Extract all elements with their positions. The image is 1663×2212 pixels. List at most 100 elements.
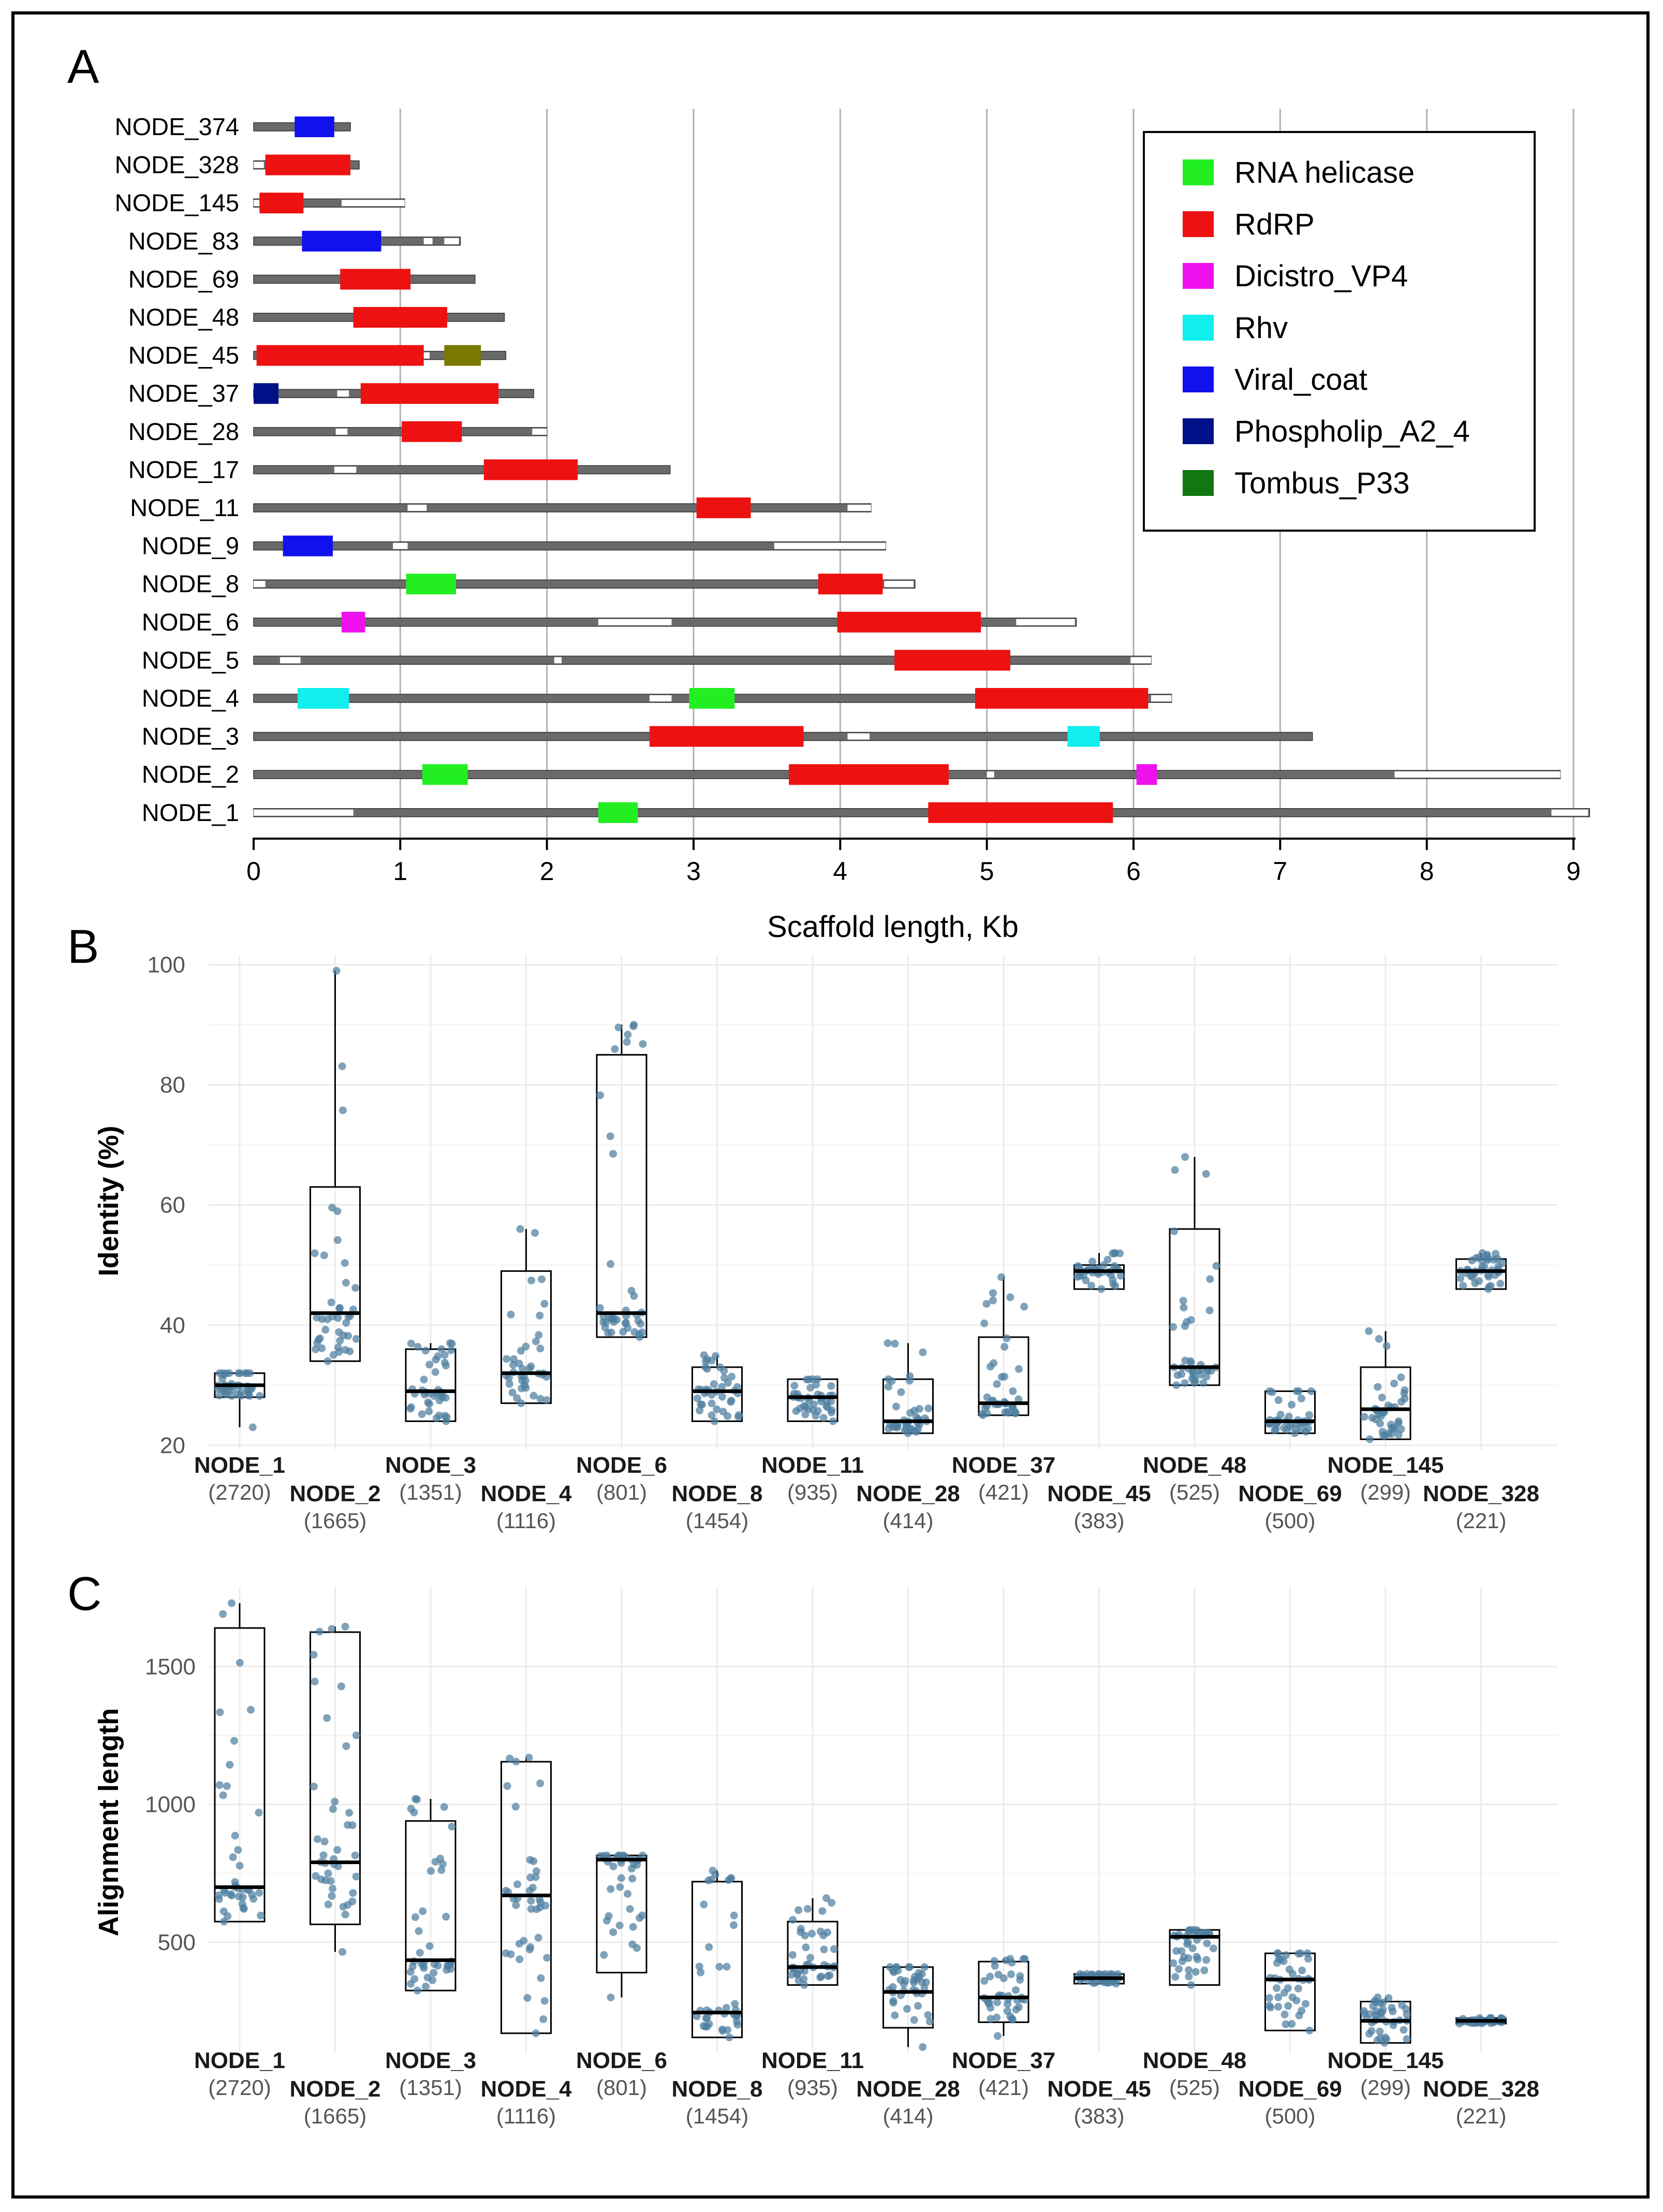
data-point: [419, 1907, 427, 1915]
scaffold-label: NODE_4: [142, 684, 239, 712]
data-point: [1496, 1280, 1505, 1288]
data-point: [695, 1962, 703, 1971]
scaffold-label: NODE_28: [128, 418, 239, 445]
category-count: (421): [978, 2075, 1029, 2100]
scaffold-bar: [253, 427, 548, 436]
data-point: [1171, 1166, 1179, 1174]
data-point: [1014, 1395, 1023, 1403]
data-point: [982, 1300, 991, 1308]
data-point: [229, 1853, 237, 1862]
data-point: [626, 1905, 634, 1913]
x-tick-label-0: 0: [246, 857, 261, 886]
data-point: [1180, 1303, 1188, 1312]
domain-rdrp: [818, 574, 883, 595]
data-point: [345, 1809, 354, 1817]
data-point: [1279, 1424, 1288, 1432]
data-point: [730, 1921, 738, 1929]
category-count: (1116): [496, 1508, 556, 1533]
figure-frame: [11, 11, 1650, 2199]
uncovered-segment: [254, 200, 260, 207]
data-point: [509, 1355, 518, 1363]
uncovered-segment: [337, 390, 349, 397]
data-point: [540, 1300, 549, 1308]
data-point: [1298, 2006, 1306, 2015]
data-point: [331, 1797, 339, 1806]
category-label: NODE_3: [385, 2048, 476, 2073]
data-point: [532, 1867, 540, 1876]
data-point: [1279, 1957, 1288, 1966]
data-point: [830, 1945, 838, 1953]
data-point: [801, 1931, 809, 1940]
data-point: [617, 1874, 625, 1882]
legend-swatch-rna-helicase: [1183, 159, 1214, 185]
data-point: [1282, 1951, 1290, 1959]
category-count: (935): [787, 2075, 838, 2100]
data-point: [219, 1907, 228, 1915]
data-point: [1298, 1966, 1306, 1974]
data-point: [222, 1390, 230, 1398]
box-node-11: NODE_11(935): [761, 1894, 864, 2100]
data-point: [320, 1837, 329, 1845]
data-point: [1202, 1956, 1211, 1964]
data-point: [532, 1873, 540, 1881]
data-point: [425, 1942, 434, 1950]
data-point: [421, 1346, 430, 1355]
data-point: [503, 1355, 511, 1363]
domain-rdrp: [789, 764, 949, 785]
data-point: [806, 1384, 815, 1392]
category-label: NODE_4: [480, 2076, 572, 2102]
data-point: [892, 1402, 900, 1411]
scaffold-label: NODE_6: [142, 608, 239, 636]
uncovered-segment: [334, 466, 357, 473]
data-point: [823, 1403, 832, 1411]
scaffold-node-45: NODE_45: [128, 342, 507, 369]
domain-rdrp: [650, 726, 804, 747]
data-point: [924, 1404, 933, 1413]
domain-rdrp: [696, 497, 751, 518]
data-point: [432, 1355, 440, 1364]
data-point: [352, 1335, 360, 1343]
data-point: [886, 1963, 894, 1971]
data-point: [332, 966, 341, 975]
category-count: (500): [1264, 2104, 1315, 2128]
data-point: [1274, 1396, 1283, 1404]
data-point: [1185, 1966, 1193, 1974]
data-point: [512, 1757, 520, 1766]
data-point: [1276, 1411, 1285, 1419]
data-point: [535, 1331, 543, 1339]
data-point: [507, 1310, 515, 1319]
data-point: [1011, 1409, 1019, 1417]
category-count: (221): [1455, 2104, 1506, 2128]
box-iqr: [501, 1761, 552, 2034]
data-point: [710, 1417, 718, 1425]
data-point: [906, 1372, 914, 1380]
scaffold-bar: [253, 503, 872, 512]
data-point: [891, 2011, 899, 2019]
scaffold-bar: [253, 655, 1152, 665]
data-point: [236, 1369, 244, 1378]
data-point: [915, 1405, 923, 1413]
domain-rhv: [298, 688, 349, 709]
category-count: (2720): [208, 2075, 271, 2100]
data-point: [240, 1905, 248, 1913]
data-point: [822, 1894, 831, 1902]
data-point: [728, 1372, 736, 1381]
data-point: [902, 1425, 910, 1433]
legend-swatch-dicistro-vp4: [1183, 263, 1214, 289]
box-node-1: NODE_1(2720): [194, 1369, 285, 1504]
domain-olive: [444, 345, 481, 366]
data-point: [1172, 1947, 1181, 1955]
data-point: [1179, 1297, 1187, 1305]
scaffold-label: NODE_48: [128, 303, 239, 331]
data-point: [1292, 1997, 1301, 2005]
category-label: NODE_28: [856, 1481, 960, 1506]
category-count: (525): [1169, 2075, 1220, 2100]
box-node-4: NODE_4(1116): [480, 1753, 572, 2128]
data-point: [1490, 1256, 1498, 1264]
data-point: [1188, 1375, 1196, 1383]
data-point: [218, 1375, 227, 1383]
data-point: [1009, 1387, 1017, 1395]
data-point: [1480, 1263, 1489, 1271]
data-point: [903, 2005, 911, 2013]
data-point: [897, 1388, 905, 1396]
